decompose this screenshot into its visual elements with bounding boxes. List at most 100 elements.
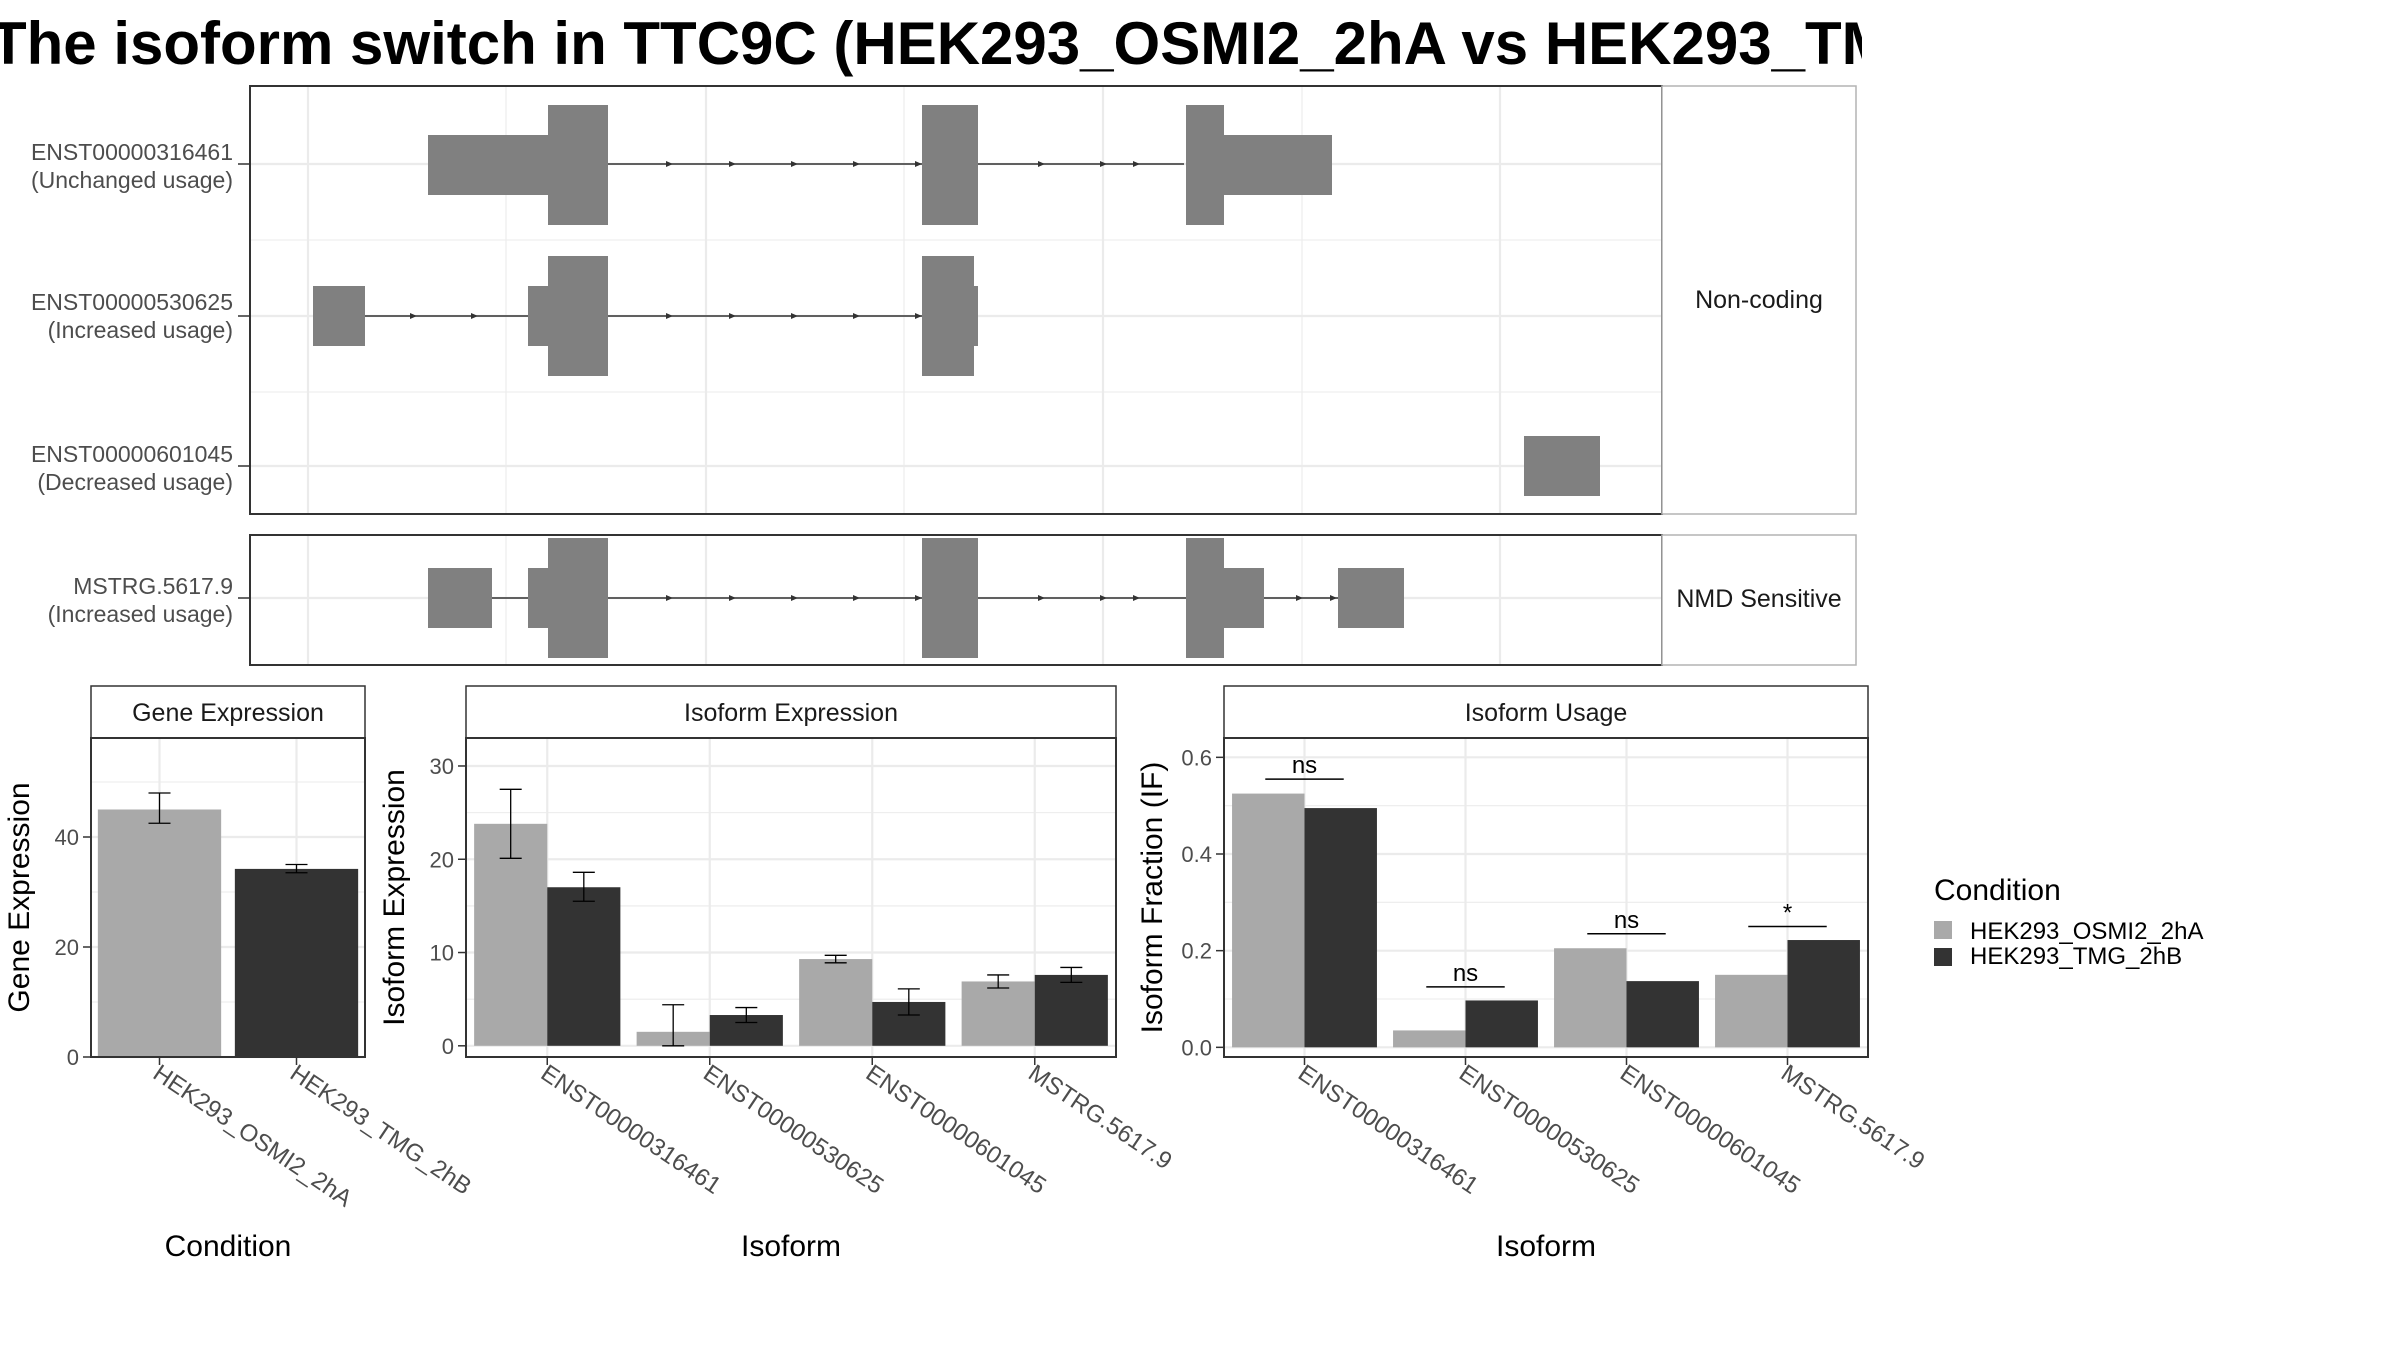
y-tick-label: 40 <box>55 825 79 850</box>
y-tick-label: 10 <box>430 941 454 966</box>
y-tick-label: 0.6 <box>1181 745 1212 770</box>
x-axis-title: Isoform <box>741 1230 841 1263</box>
error-bar <box>572 871 595 902</box>
panel-strip-label: Isoform Usage <box>1465 699 1628 727</box>
cds-exon <box>1186 538 1224 658</box>
bar-ENST00000530625-HEK293_TMG_2hB <box>1465 1000 1538 1048</box>
y-tick-label: 0.0 <box>1181 1035 1212 1060</box>
utr-exon <box>972 286 978 346</box>
cds-exon <box>548 256 608 376</box>
structure-panel-noncoding <box>249 85 1663 515</box>
panel-strip-label: Isoform Expression <box>684 699 898 727</box>
bar-ENST00000316461-HEK293_TMG_2hB <box>547 887 621 1046</box>
error-bar <box>1060 966 1083 984</box>
utr-exon <box>1338 568 1404 628</box>
error-bar <box>499 788 522 859</box>
utr-exon <box>428 568 492 628</box>
x-tick-label: MSTRG.5617.9 <box>1023 1060 1176 1176</box>
utr-exon <box>1524 436 1600 496</box>
cds-exon <box>548 538 608 658</box>
transcript-model-mstrg-5617-9 <box>428 538 1404 658</box>
y-tick-label: 20 <box>55 935 79 960</box>
significance-label: ns <box>1614 907 1639 934</box>
panel-strip <box>90 685 366 739</box>
x-tick-label: ENST00000601045 <box>861 1060 1051 1200</box>
transcript-usage-label: (Decreased usage) <box>37 469 233 495</box>
error-bar <box>824 954 847 964</box>
error-bar <box>285 863 308 874</box>
error-bar <box>735 1006 758 1024</box>
utr-exon <box>1224 135 1332 195</box>
transcript-id-label: ENST00000530625 <box>31 289 233 315</box>
transcript-model-enst00000601045 <box>1524 436 1600 496</box>
bar-ENST00000316461-HEK293_OSMI2_2hA <box>1232 793 1305 1048</box>
page-title: The isoform switch in TTC9C (HEK293_OSMI… <box>0 10 1862 77</box>
error-bar <box>148 792 171 824</box>
utr-exon <box>528 568 550 628</box>
bar-MSTRG.5617.9-HEK293_TMG_2hB <box>1034 974 1108 1046</box>
structure-panel-nmd <box>249 534 1663 666</box>
panel-strip <box>465 685 1117 739</box>
transcript-usage-label: (Unchanged usage) <box>31 167 233 193</box>
cds-exon <box>922 256 974 376</box>
y-tick-label: 0 <box>442 1034 454 1059</box>
utr-exon <box>1224 568 1264 628</box>
panel-strip-label: Gene Expression <box>132 699 324 727</box>
utr-exon <box>313 286 365 346</box>
y-tick-label: 0.4 <box>1181 842 1212 867</box>
panel-border <box>465 737 1117 1058</box>
legend-key-condition-b <box>1934 948 1952 966</box>
x-tick-label: ENST00000316461 <box>536 1060 726 1200</box>
cds-exon <box>548 105 608 225</box>
bar-ENST00000316461-HEK293_OSMI2_2hA <box>474 823 548 1046</box>
bar-ENST00000601045-HEK293_TMG_2hB <box>1626 981 1699 1048</box>
intron-arrows <box>666 161 1140 167</box>
transcript-id-label: MSTRG.5617.9 <box>73 573 233 599</box>
error-bar <box>662 1004 685 1047</box>
y-tick-label: 30 <box>430 754 454 779</box>
transcript-labels: ENST00000316461 (Unchanged usage) ENST00… <box>31 139 250 627</box>
error-bar <box>987 974 1010 989</box>
bar-ENST00000601045-HEK293_OSMI2_2hA <box>799 959 873 1046</box>
legend-key-condition-a <box>1934 921 1952 939</box>
y-axis-title: Isoform Fraction (IF) <box>1136 762 1169 1034</box>
utr-exon <box>428 135 548 195</box>
x-tick-label: ENST00000530625 <box>698 1060 888 1200</box>
bar-ENST00000316461-HEK293_TMG_2hB <box>1304 808 1377 1048</box>
x-axis-title: Condition <box>165 1230 292 1263</box>
panel-border <box>90 737 366 1058</box>
legend-title: Condition <box>1934 874 2061 907</box>
panel-border <box>1223 737 1869 1058</box>
legend-label-condition-b: HEK293_TMG_2hB <box>1970 943 2182 970</box>
bars <box>1232 793 1860 1048</box>
bar-panel-1: Isoform Expression 0 10 20 30 ENST00000316461… <box>378 685 1177 1263</box>
bars <box>97 792 359 1057</box>
bar-ENST00000530625-HEK293_OSMI2_2hA <box>1393 1030 1466 1048</box>
structure-strip-nmd: NMD Sensitive <box>1661 534 1857 666</box>
bar-HEK293_TMG_2hB <box>234 868 359 1057</box>
significance-label: * <box>1783 900 1792 927</box>
cds-exon <box>922 538 978 658</box>
transcript-usage-label: (Increased usage) <box>48 317 233 343</box>
y-tick-label: 0.2 <box>1181 939 1212 964</box>
panel-strip <box>1223 685 1869 739</box>
transcript-model-enst00000530625 <box>313 256 978 376</box>
x-tick-label: MSTRG.5617.9 <box>1776 1060 1929 1176</box>
transcript-id-label: ENST00000601045 <box>31 441 233 467</box>
strip-label: Non-coding <box>1695 286 1823 314</box>
legend: Condition HEK293_OSMI2_2hA HEK293_TMG_2h… <box>1934 874 2203 970</box>
bar-HEK293_OSMI2_2hA <box>97 809 222 1057</box>
intron-arrows <box>666 595 1337 601</box>
cds-exon <box>1186 105 1224 225</box>
significance-label: ns <box>1453 960 1478 987</box>
y-tick-label: 0 <box>67 1045 79 1070</box>
bars <box>474 788 1108 1047</box>
legend-label-condition-a: HEK293_OSMI2_2hA <box>1970 918 2203 945</box>
utr-exon <box>528 286 550 346</box>
structure-strip-noncoding: Non-coding <box>1661 85 1857 515</box>
bar-MSTRG.5617.9-HEK293_TMG_2hB <box>1787 940 1860 1048</box>
transcript-usage-label: (Increased usage) <box>48 601 233 627</box>
bar-panels: Gene Expression02040HEK293_OSMI2_2hAHEK2… <box>3 685 1929 1263</box>
cds-exon <box>922 105 978 225</box>
